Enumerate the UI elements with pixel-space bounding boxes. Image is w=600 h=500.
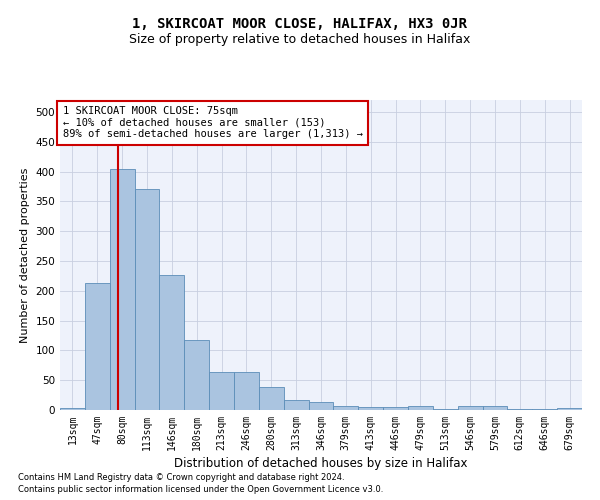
Bar [334,406,358,410]
Bar [85,283,110,410]
Bar [557,408,582,410]
Bar [134,190,160,410]
Bar [184,340,209,410]
Bar [259,388,284,410]
Bar [383,407,408,410]
Bar [160,274,184,410]
Bar [209,372,234,410]
Bar [358,407,383,410]
Bar [60,408,85,410]
Bar [508,409,532,410]
Bar [482,406,508,410]
Bar [408,406,433,410]
Y-axis label: Number of detached properties: Number of detached properties [20,168,30,342]
Text: Contains HM Land Registry data © Crown copyright and database right 2024.: Contains HM Land Registry data © Crown c… [18,472,344,482]
Bar [234,372,259,410]
Bar [110,168,134,410]
X-axis label: Distribution of detached houses by size in Halifax: Distribution of detached houses by size … [174,457,468,470]
Bar [308,402,334,410]
Bar [458,406,482,410]
Text: 1 SKIRCOAT MOOR CLOSE: 75sqm
← 10% of detached houses are smaller (153)
89% of s: 1 SKIRCOAT MOOR CLOSE: 75sqm ← 10% of de… [62,106,362,140]
Text: 1, SKIRCOAT MOOR CLOSE, HALIFAX, HX3 0JR: 1, SKIRCOAT MOOR CLOSE, HALIFAX, HX3 0JR [133,18,467,32]
Bar [284,400,308,410]
Text: Size of property relative to detached houses in Halifax: Size of property relative to detached ho… [130,32,470,46]
Text: Contains public sector information licensed under the Open Government Licence v3: Contains public sector information licen… [18,485,383,494]
